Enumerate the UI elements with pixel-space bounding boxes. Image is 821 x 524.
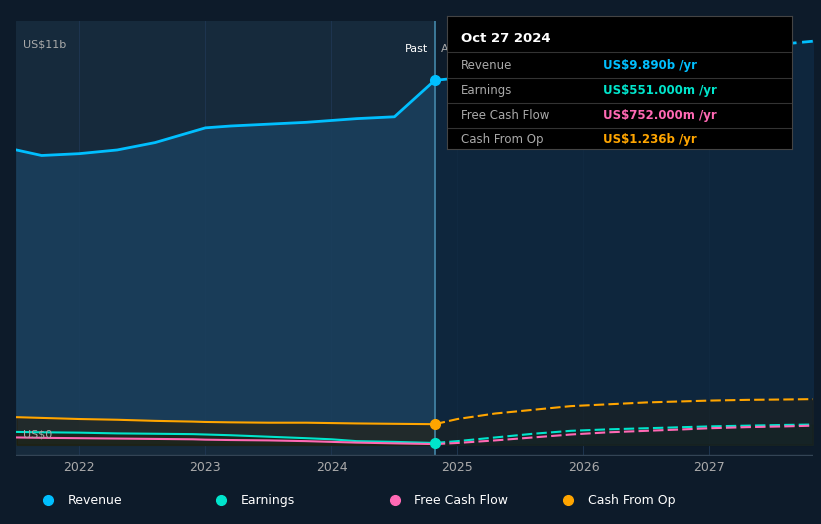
Text: Cash From Op: Cash From Op: [461, 134, 544, 147]
Text: Revenue: Revenue: [67, 494, 122, 507]
Text: Free Cash Flow: Free Cash Flow: [415, 494, 508, 507]
Text: Free Cash Flow: Free Cash Flow: [461, 109, 549, 122]
Text: Earnings: Earnings: [241, 494, 296, 507]
Text: US$1.236b /yr: US$1.236b /yr: [603, 134, 696, 147]
Text: Revenue: Revenue: [461, 59, 512, 72]
Bar: [435, 21, 813, 456]
Text: Analysts Forecasts: Analysts Forecasts: [441, 43, 544, 53]
Text: US$752.000m /yr: US$752.000m /yr: [603, 109, 717, 122]
Bar: [16, 21, 435, 456]
Text: Cash From Op: Cash From Op: [588, 494, 676, 507]
Text: Past: Past: [406, 43, 429, 53]
Text: Earnings: Earnings: [461, 84, 512, 97]
Text: US$9.890b /yr: US$9.890b /yr: [603, 59, 696, 72]
Text: Oct 27 2024: Oct 27 2024: [461, 32, 551, 45]
Text: US$0: US$0: [23, 429, 52, 439]
Text: US$11b: US$11b: [23, 39, 66, 49]
Text: US$551.000m /yr: US$551.000m /yr: [603, 84, 717, 97]
